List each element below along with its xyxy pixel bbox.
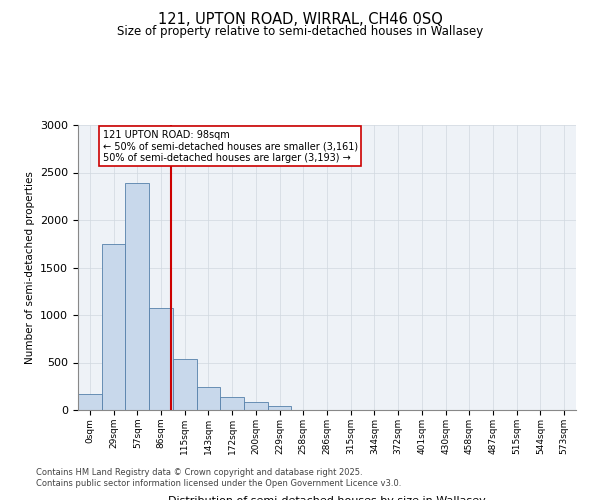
Bar [125,183,149,410]
Bar [102,244,125,410]
Bar [173,359,197,410]
Bar [149,308,173,410]
Text: Size of property relative to semi-detached houses in Wallasey: Size of property relative to semi-detach… [117,25,483,38]
Y-axis label: Number of semi-detached properties: Number of semi-detached properties [25,171,35,364]
Text: 121, UPTON ROAD, WIRRAL, CH46 0SQ: 121, UPTON ROAD, WIRRAL, CH46 0SQ [158,12,442,28]
Text: 121 UPTON ROAD: 98sqm
← 50% of semi-detached houses are smaller (3,161)
50% of s: 121 UPTON ROAD: 98sqm ← 50% of semi-deta… [103,130,358,163]
Bar [244,402,268,410]
X-axis label: Distribution of semi-detached houses by size in Wallasey: Distribution of semi-detached houses by … [168,496,486,500]
Bar [268,406,292,410]
Text: Contains HM Land Registry data © Crown copyright and database right 2025.
Contai: Contains HM Land Registry data © Crown c… [36,468,401,487]
Bar [220,397,244,410]
Bar [78,394,102,410]
Bar [197,387,220,410]
